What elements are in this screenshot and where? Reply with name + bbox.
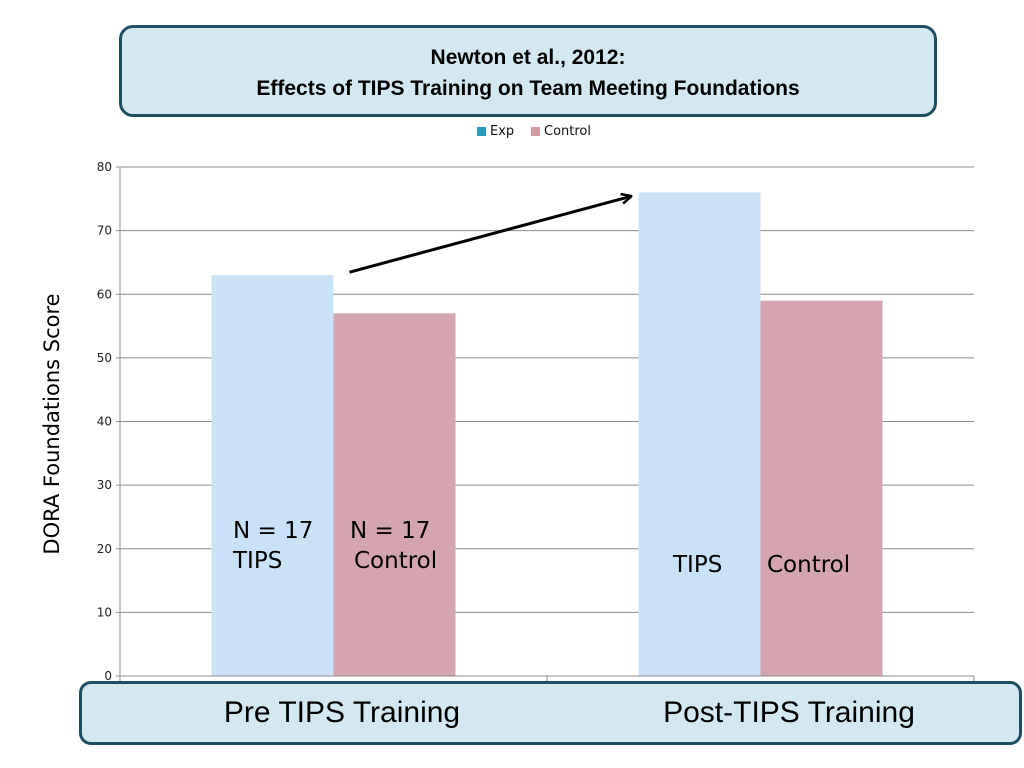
y-tick-label-40: 40 [97,415,112,429]
annotation-post-control: Control [767,552,851,578]
y-tick-label-50: 50 [97,351,112,365]
annotation-post-exp: TIPS [673,552,723,578]
legend-label-control: Control [544,124,591,139]
annotation-pre-exp: N = 17 TIPS [233,516,313,576]
annotation-pre-control-n: N = 17 [350,518,431,544]
annotation-pre-exp-group: TIPS [233,548,283,574]
bar-control-post [760,300,883,676]
legend: Exp Control [0,124,1024,142]
annotation-pre-exp-n: N = 17 [233,518,314,544]
legend-swatch-exp [477,127,486,136]
y-tick-label-20: 20 [97,542,112,556]
chart-title-line-2: Effects of TIPS Training on Team Meeting… [256,77,800,100]
y-tick-label-80: 80 [97,160,112,174]
legend-item-control: Control [531,124,591,139]
legend-label-exp: Exp [490,124,515,139]
bar-exp-post [638,192,761,676]
y-tick-label-60: 60 [97,287,112,301]
annotation-pre-control: N = 17 Control [350,516,437,576]
improvement-arrow [349,196,631,274]
legend-item-exp: Exp [477,124,514,139]
bar-control-pre [333,313,456,676]
y-tick-label-30: 30 [97,478,112,492]
y-tick-label-0: 0 [104,669,112,683]
y-tick-label-10: 10 [97,605,112,619]
chart-title-line-1: Newton et al., 2012: [430,46,626,69]
category-label-box: Pre TIPS Training Post-TIPS Training [79,681,1022,745]
legend-swatch-control [531,127,540,136]
category-label-pre: Pre TIPS Training [223,696,461,729]
y-tick-label-70: 70 [97,224,112,238]
chart-title-box: Newton et al., 2012: Effects of TIPS Tra… [119,25,937,117]
annotation-pre-control-group: Control [354,548,438,574]
category-label-post: Post-TIPS Training [663,696,915,729]
bar-exp-pre [211,275,334,676]
